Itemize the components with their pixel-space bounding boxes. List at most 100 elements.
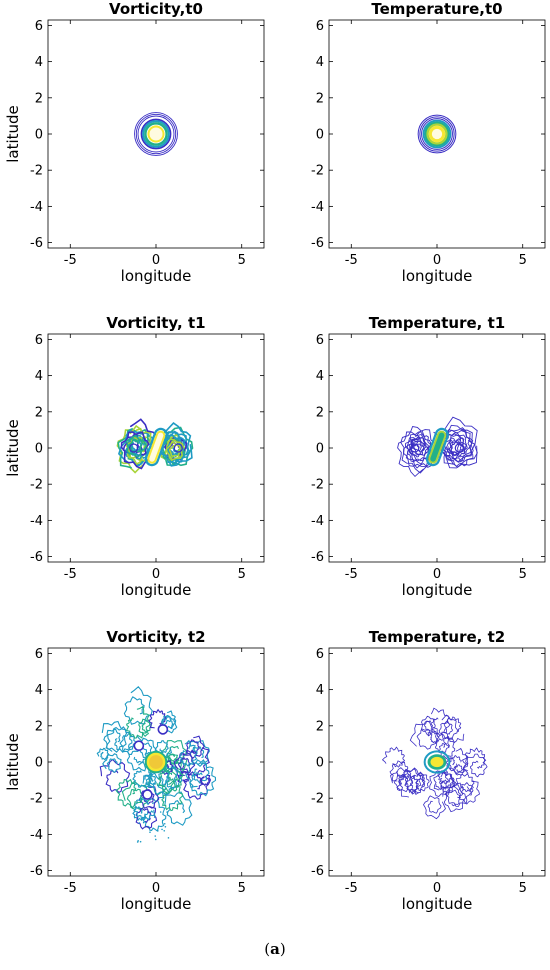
y-tick-label: 2 (35, 405, 43, 420)
contour-ring-0 (417, 114, 457, 154)
contour-swirl (406, 439, 425, 458)
contour-swirl (397, 430, 432, 478)
contour-speck (154, 835, 157, 837)
contour-swirl (398, 768, 422, 792)
contour-swirl (138, 786, 160, 809)
contour-speck (138, 822, 141, 824)
contour-ring-green (424, 121, 450, 147)
contour-core-outline (144, 427, 168, 467)
y-tick-label: 2 (316, 719, 324, 734)
y-tick-label: -6 (30, 550, 43, 565)
contour-swirl (448, 747, 469, 775)
y-tick-label: 6 (35, 647, 43, 662)
x-tick-label: 0 (152, 881, 160, 896)
contour-swirl (173, 752, 196, 777)
y-tick-label: -2 (311, 164, 324, 179)
contour-swirl (96, 747, 110, 761)
contour-swirl (445, 757, 458, 771)
x-tick-label: 5 (238, 567, 246, 582)
y-tick-label: -6 (30, 236, 43, 251)
contour-core (147, 430, 166, 464)
y-tick-label: -6 (30, 864, 43, 879)
contour-ring-2 (421, 118, 453, 150)
contour-speck (139, 840, 142, 843)
contour-swirl (189, 759, 217, 797)
subplot-title: Temperature,t0 (371, 0, 502, 18)
contour-speck (142, 821, 145, 824)
contour-outer-1 (135, 113, 177, 155)
subplot-title: Temperature, t1 (369, 314, 505, 332)
contour-swirl (433, 769, 454, 791)
contour-swirl (438, 714, 458, 740)
contour-eye (454, 443, 464, 453)
contour-speck (137, 818, 139, 821)
contour-ring-1 (419, 116, 455, 152)
y-tick-label: -2 (311, 792, 324, 807)
y-tick-label: -4 (30, 514, 43, 529)
contour-swirl (409, 720, 438, 750)
x-tick-label: -5 (64, 881, 77, 896)
contour-eye (410, 443, 420, 453)
y-tick-label: 2 (35, 719, 43, 734)
contour-speck (153, 816, 156, 818)
x-tick-label: -5 (345, 253, 358, 268)
contour-eye (157, 724, 169, 735)
y-tick-label: 0 (316, 756, 324, 771)
x-tick-label: 5 (519, 881, 527, 896)
contour-speck (163, 822, 166, 825)
contour-swirl (410, 773, 426, 796)
y-tick-label: 4 (35, 683, 43, 698)
contour-mid-green (144, 122, 168, 146)
contour-core-bright (431, 128, 443, 140)
contour-swirl (415, 771, 430, 792)
x-tick-label: -5 (64, 567, 77, 582)
contour-ring (423, 750, 451, 774)
contour-swirl (179, 739, 198, 767)
subplot-6: Temperature, t2 -5 0 5 6 4 2 0 -2 -4 -6 longitude (311, 628, 546, 913)
contour-swirl (398, 767, 425, 798)
contour-plot (96, 686, 217, 843)
contour-swirl (188, 740, 210, 768)
contour-plot (116, 418, 194, 474)
y-tick-label: 0 (316, 442, 324, 457)
contour-swirl (453, 764, 466, 776)
y-tick-label: -4 (311, 514, 324, 529)
contour-plot (134, 112, 178, 156)
contour-speck (167, 837, 170, 839)
y-tick-label: 0 (316, 128, 324, 143)
y-axis-label: latitude (4, 733, 22, 791)
y-tick-label: 0 (35, 442, 43, 457)
x-tick-label: 5 (519, 253, 527, 268)
contour-swirl (199, 774, 212, 787)
x-tick-label: 0 (152, 253, 160, 268)
y-tick-label: -2 (311, 478, 324, 493)
contour-swirl (105, 726, 133, 753)
y-tick-label: 6 (35, 19, 43, 34)
subplot-2: Temperature,t0 -5 0 5 6 4 2 0 -2 -4 -6 longitude (311, 0, 546, 285)
y-tick-label: -2 (30, 478, 43, 493)
contour-swirl (423, 795, 446, 820)
contour-swirl (389, 760, 409, 782)
contour-outer-0 (134, 112, 178, 156)
contour-swirl (160, 433, 185, 464)
y-tick-label: 0 (35, 128, 43, 143)
contour-core-bright (149, 127, 163, 141)
contour-swirl (185, 735, 205, 759)
y-axis-label: latitude (4, 419, 22, 477)
x-tick-label: 5 (238, 253, 246, 268)
contour-swirl (99, 758, 131, 794)
contour-swirl (183, 773, 212, 800)
contour-plot (417, 114, 457, 154)
x-tick-label: 0 (152, 567, 160, 582)
x-tick-label: 5 (238, 881, 246, 896)
contour-swirl (396, 773, 419, 794)
contour-swirl (427, 730, 440, 744)
contour-swirl (148, 766, 179, 796)
contour-speck (157, 830, 159, 832)
x-tick-label: 0 (433, 881, 441, 896)
y-tick-label: 6 (35, 333, 43, 348)
x-axis-label: longitude (121, 895, 192, 913)
y-tick-label: 4 (316, 683, 324, 698)
y-tick-label: 2 (35, 91, 43, 106)
contour-swirl (102, 753, 122, 773)
